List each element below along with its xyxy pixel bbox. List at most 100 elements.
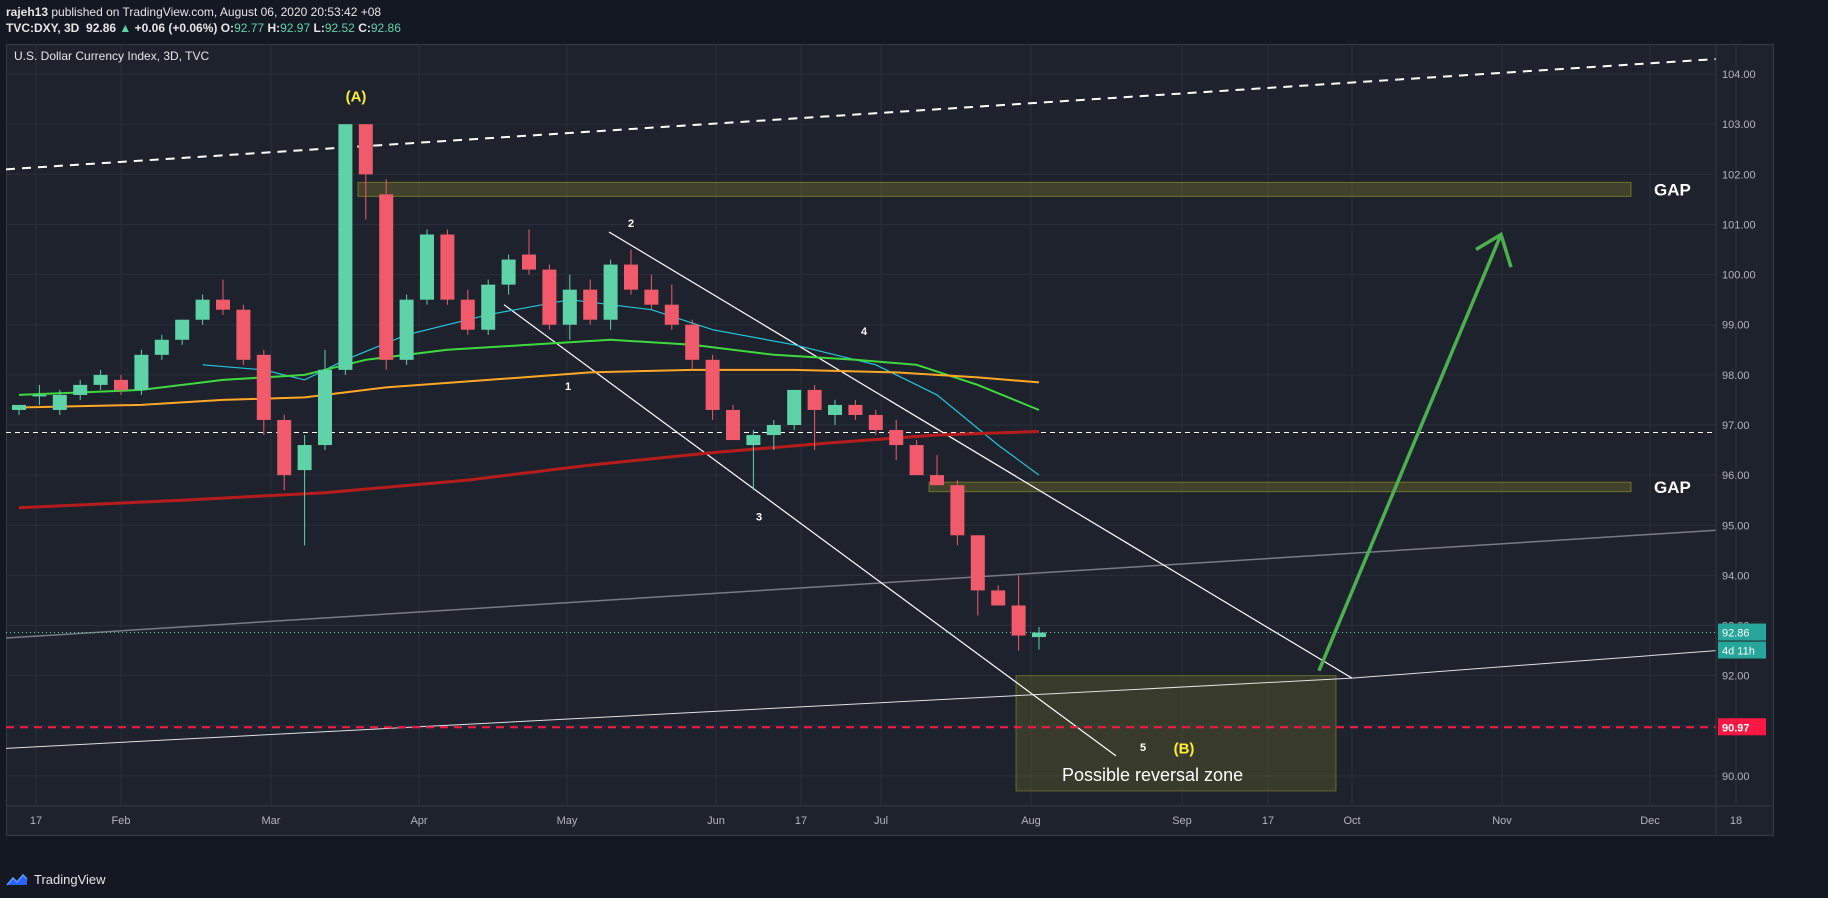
x-tick-label: Aug bbox=[1021, 815, 1041, 827]
gap-label: GAP bbox=[1654, 180, 1691, 199]
publish-info: published on TradingView.com, August 06,… bbox=[48, 5, 382, 19]
tradingview-logo-icon[interactable] bbox=[6, 872, 28, 886]
last-price: 92.86 bbox=[86, 21, 117, 35]
x-tick-label: Mar bbox=[262, 815, 281, 827]
candle-body bbox=[909, 445, 924, 476]
wave-label: 2 bbox=[628, 218, 634, 230]
candle-body bbox=[501, 259, 516, 285]
x-tick-label: Apr bbox=[410, 815, 427, 827]
annotations: (A) 1 2 3 4 5 (B) bbox=[346, 89, 1513, 757]
support-price-tag-text: 90.97 bbox=[1722, 722, 1750, 734]
candle-body bbox=[603, 264, 618, 320]
wave-label-major: (A) bbox=[346, 89, 367, 106]
x-tick-label: 17 bbox=[795, 815, 807, 827]
low-label: L: bbox=[313, 21, 325, 35]
y-tick-label: 94.00 bbox=[1722, 570, 1750, 582]
high-label: H: bbox=[267, 21, 281, 35]
candle-body bbox=[562, 289, 577, 325]
y-tick-label: 101.00 bbox=[1722, 219, 1756, 231]
wave-label-major: (B) bbox=[1174, 740, 1195, 757]
footer-brand[interactable]: TradingView bbox=[34, 871, 106, 887]
candle-body bbox=[766, 425, 781, 436]
wave-label: 4 bbox=[861, 326, 868, 338]
countdown-tag bbox=[1718, 641, 1766, 659]
last-price-tag bbox=[1718, 623, 1766, 641]
candle-body bbox=[583, 289, 598, 320]
reversal-zone-label: Possible reversal zone bbox=[1062, 765, 1243, 785]
y-tick-label: 95.00 bbox=[1722, 520, 1750, 532]
footer: TradingView bbox=[6, 866, 106, 892]
gap-zone bbox=[357, 181, 1632, 197]
open-value: 92.77 bbox=[234, 21, 265, 35]
candle-body bbox=[991, 590, 1006, 606]
y-tick-label: 102.00 bbox=[1722, 169, 1756, 181]
x-tick-label: Jun bbox=[707, 815, 725, 827]
candle-body bbox=[420, 234, 434, 300]
y-tick-label: 92.00 bbox=[1722, 671, 1750, 683]
projection-arrow-shaft bbox=[1317, 233, 1503, 672]
candle-body bbox=[318, 369, 332, 446]
x-tick-label: 18 bbox=[1730, 815, 1742, 827]
gap-label: GAP bbox=[1654, 478, 1691, 497]
candle-body bbox=[154, 339, 169, 355]
candle-body bbox=[216, 299, 230, 310]
y-tick-label: 100.00 bbox=[1722, 270, 1756, 282]
channel-upper-line bbox=[608, 231, 1353, 679]
last-price-tag-text: 92.86 bbox=[1722, 628, 1750, 640]
x-tick-label: Jul bbox=[874, 815, 888, 827]
countdown-tag-text: 4d 11h bbox=[1722, 646, 1755, 658]
x-tick-label: May bbox=[557, 815, 578, 827]
ohlc-line: TVC:DXY, 3D 92.86 ▲ +0.06 (+0.06%) O:92.… bbox=[6, 20, 401, 36]
close-label: C: bbox=[358, 21, 371, 35]
candle-body bbox=[644, 289, 659, 305]
x-tick-label: 17 bbox=[30, 815, 42, 827]
x-tick-label: Nov bbox=[1492, 815, 1512, 827]
candle-body bbox=[379, 194, 394, 360]
candle-body bbox=[12, 404, 26, 410]
moving-average-line bbox=[18, 368, 1040, 409]
publish-line: rajeh13 published on TradingView.com, Au… bbox=[6, 4, 401, 20]
candle-body bbox=[399, 299, 414, 360]
candle-body bbox=[93, 374, 108, 385]
channel-lower-line bbox=[503, 304, 1117, 757]
overlay-layer: GAP GAP Possible reversal zone bbox=[6, 58, 1717, 792]
y-tick-label: 96.00 bbox=[1722, 470, 1750, 482]
publisher-name[interactable]: rajeh13 bbox=[6, 5, 49, 19]
low-value: 92.52 bbox=[324, 21, 355, 35]
moving-averages bbox=[18, 299, 1040, 510]
candle-body bbox=[848, 404, 863, 415]
chart-canvas[interactable]: GAP GAP Possible reversal zone (A) 1 2 3 4 5 (B)… bbox=[6, 44, 1772, 834]
price-change: +0.06 (+0.06%) bbox=[134, 21, 218, 35]
change-up-icon: ▲ bbox=[119, 21, 132, 35]
reversal-zone bbox=[1015, 675, 1337, 792]
candles bbox=[12, 124, 1046, 651]
x-tick-label: Dec bbox=[1640, 815, 1660, 827]
candle-body bbox=[889, 430, 904, 446]
candle-body bbox=[52, 394, 67, 410]
candle-body bbox=[338, 124, 353, 370]
high-value: 92.97 bbox=[280, 21, 311, 35]
candle-body bbox=[297, 445, 312, 471]
support-price-tag bbox=[1718, 718, 1766, 736]
candle-body bbox=[277, 419, 292, 476]
y-tick-label: 103.00 bbox=[1722, 119, 1756, 131]
projection-arrow-head bbox=[1475, 231, 1513, 268]
wave-label: 1 bbox=[565, 381, 571, 393]
lower-support-trendline bbox=[6, 677, 1353, 749]
y-tick-label: 104.00 bbox=[1722, 69, 1756, 81]
candle-body bbox=[726, 409, 740, 441]
candle-body bbox=[195, 299, 210, 320]
chart-header: rajeh13 published on TradingView.com, Au… bbox=[6, 4, 401, 36]
candle-body bbox=[746, 435, 761, 446]
y-tick-label: 90.00 bbox=[1722, 771, 1750, 783]
y-tick-label: 98.00 bbox=[1722, 370, 1750, 382]
candle-body bbox=[685, 324, 700, 360]
x-tick-label: Sep bbox=[1172, 815, 1192, 827]
candle-body bbox=[930, 475, 944, 486]
candle-body bbox=[950, 485, 965, 536]
candle-body bbox=[542, 269, 557, 325]
candle-body bbox=[114, 379, 128, 390]
candle-body bbox=[73, 384, 88, 395]
x-tick-label: 17 bbox=[1262, 815, 1274, 827]
chart-title: U.S. Dollar Currency Index, 3D, TVC bbox=[14, 49, 210, 63]
